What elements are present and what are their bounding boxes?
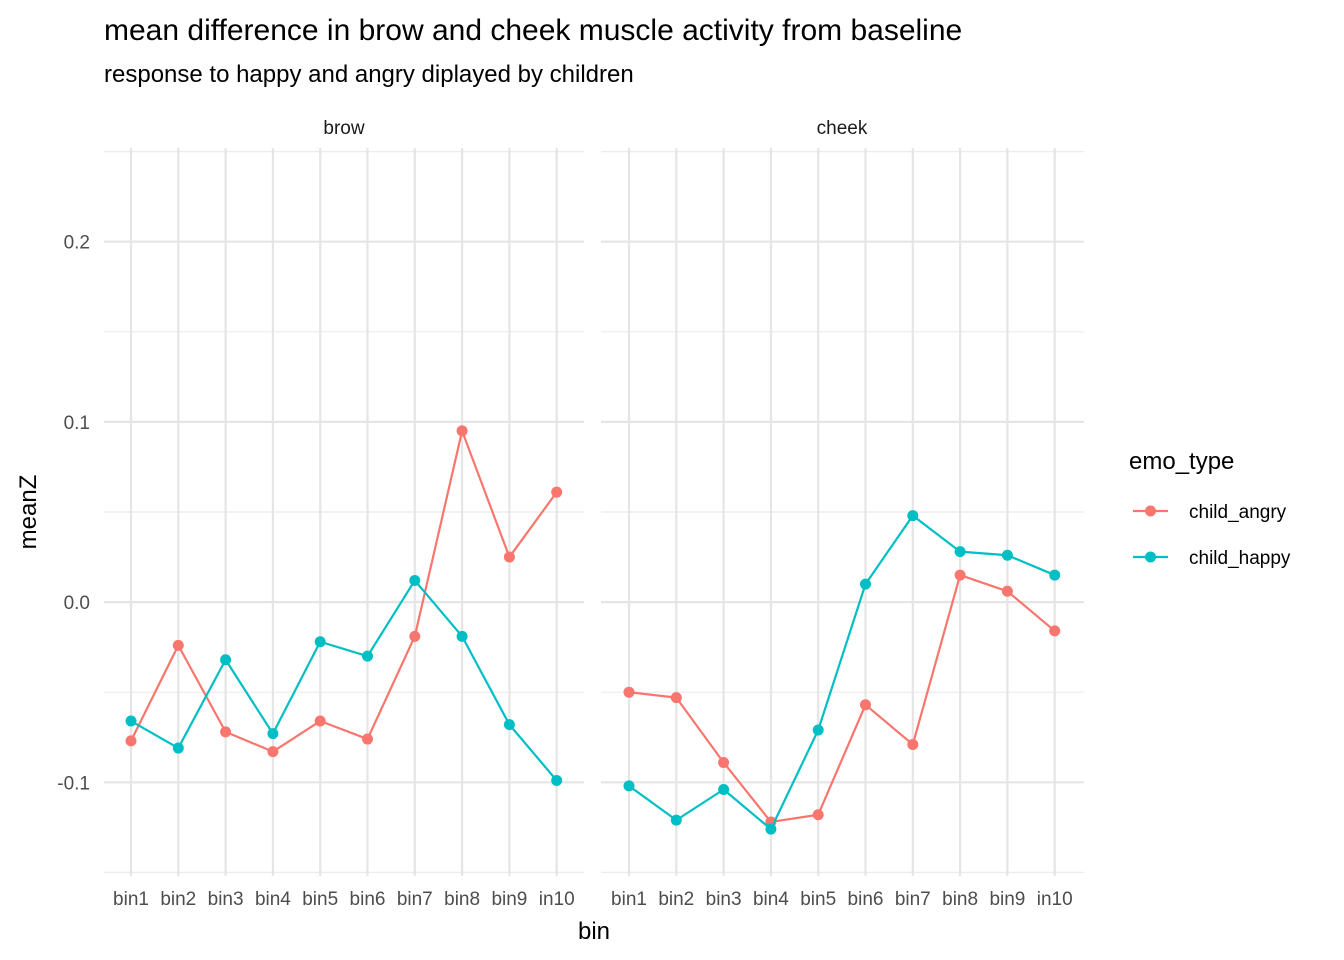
- data-point: [907, 738, 919, 750]
- x-axis-title: bin: [578, 918, 610, 945]
- data-point: [456, 425, 468, 437]
- facet-label-cheek: cheek: [817, 118, 868, 139]
- series-child-angry: [125, 425, 563, 758]
- legend-label: child_angry: [1189, 502, 1287, 523]
- data-point: [1049, 625, 1061, 637]
- x-tick-label: bin5: [302, 889, 338, 910]
- x-tick-label: in10: [539, 889, 575, 910]
- y-tick-label: 0.2: [64, 233, 90, 254]
- gridlines: [601, 148, 1084, 876]
- data-point: [172, 639, 184, 651]
- y-tick-label: 0.0: [64, 593, 90, 614]
- x-tick-label: bin2: [658, 889, 694, 910]
- data-point: [907, 510, 919, 522]
- data-point: [718, 784, 730, 796]
- chart-title: mean difference in brow and cheek muscle…: [104, 14, 962, 47]
- data-point: [503, 719, 515, 731]
- x-tick-label: bin1: [611, 889, 647, 910]
- legend-key-point: [1145, 505, 1156, 517]
- legend: emo_type child_angry child_happy: [1129, 448, 1291, 569]
- x-tick-label: bin8: [942, 889, 978, 910]
- data-point: [314, 715, 326, 727]
- data-point: [670, 692, 682, 704]
- facet-panel-cheek: cheek bin1 bin2 bin3 bin4 bin5 bin6 bin7 bin8 bi…: [601, 118, 1084, 910]
- data-point: [954, 569, 966, 581]
- data-point: [718, 756, 730, 768]
- x-tick-label: bin3: [706, 889, 742, 910]
- x-tick-label: bin6: [848, 889, 884, 910]
- series-line: [130, 579, 558, 782]
- data-point: [172, 742, 184, 754]
- data-point: [409, 574, 421, 586]
- legend-key: [1133, 551, 1168, 563]
- data-point: [1001, 549, 1013, 561]
- data-point: [623, 780, 635, 792]
- x-tick-label: bin6: [350, 889, 386, 910]
- data-point: [551, 774, 563, 786]
- legend-label: child_happy: [1189, 548, 1291, 569]
- data-point: [765, 823, 777, 835]
- x-tick-label: in10: [1037, 889, 1073, 910]
- facet-panel-brow: brow bin1 bin2 bin3 bin4 bin5 bin6 bin7 bin8 bin…: [104, 118, 584, 910]
- series-child-happy: [623, 510, 1061, 835]
- y-tick-label: 0.1: [64, 413, 90, 434]
- data-point: [812, 809, 824, 821]
- data-point: [314, 636, 326, 648]
- data-point: [1049, 569, 1061, 581]
- x-tick-label: bin9: [989, 889, 1025, 910]
- series-line: [130, 429, 558, 753]
- data-point: [362, 650, 373, 662]
- x-tick-label: bin5: [800, 889, 836, 910]
- x-tick-label: bin1: [113, 889, 149, 910]
- y-axis-title: meanZ: [15, 475, 42, 550]
- data-point: [670, 814, 682, 826]
- data-point: [1001, 585, 1013, 597]
- series-child-happy: [125, 574, 563, 786]
- x-tick-label: bin8: [444, 889, 480, 910]
- data-point: [267, 746, 279, 758]
- data-point: [267, 728, 279, 740]
- data-point: [456, 630, 468, 642]
- y-axis: -0.1 0.0 0.1 0.2: [57, 233, 90, 795]
- data-point: [551, 486, 563, 498]
- facet-label-brow: brow: [323, 118, 364, 139]
- data-point: [125, 735, 137, 747]
- x-tick-label: bin2: [160, 889, 196, 910]
- x-tick-label: bin4: [753, 889, 789, 910]
- data-point: [860, 699, 871, 711]
- x-tick-label: bin9: [491, 889, 527, 910]
- data-point: [623, 686, 635, 698]
- legend-key-point: [1145, 551, 1156, 563]
- series-child-angry: [623, 569, 1061, 828]
- legend-key: [1133, 505, 1168, 517]
- x-axis-ticks: bin1 bin2 bin3 bin4 bin5 bin6 bin7 bin8 bin9 in10: [113, 889, 575, 910]
- chart-subtitle: response to happy and angry diplayed by …: [104, 61, 634, 88]
- x-tick-label: bin3: [208, 889, 244, 910]
- data-point: [503, 551, 515, 563]
- data-point: [409, 630, 421, 642]
- x-tick-label: bin4: [255, 889, 291, 910]
- x-tick-label: bin7: [895, 889, 931, 910]
- gridlines: [104, 148, 584, 876]
- data-point: [812, 724, 824, 736]
- series-line: [628, 514, 1056, 831]
- data-point: [220, 726, 232, 738]
- series-line: [628, 573, 1056, 824]
- y-tick-label: -0.1: [57, 773, 90, 794]
- data-point: [954, 546, 966, 558]
- data-point: [860, 578, 871, 590]
- data-point: [362, 733, 373, 745]
- data-point: [125, 715, 137, 727]
- x-axis-ticks: bin1 bin2 bin3 bin4 bin5 bin6 bin7 bin8 bin9 in10: [611, 889, 1073, 910]
- legend-title: emo_type: [1129, 448, 1234, 475]
- x-tick-label: bin7: [397, 889, 433, 910]
- data-point: [220, 654, 232, 666]
